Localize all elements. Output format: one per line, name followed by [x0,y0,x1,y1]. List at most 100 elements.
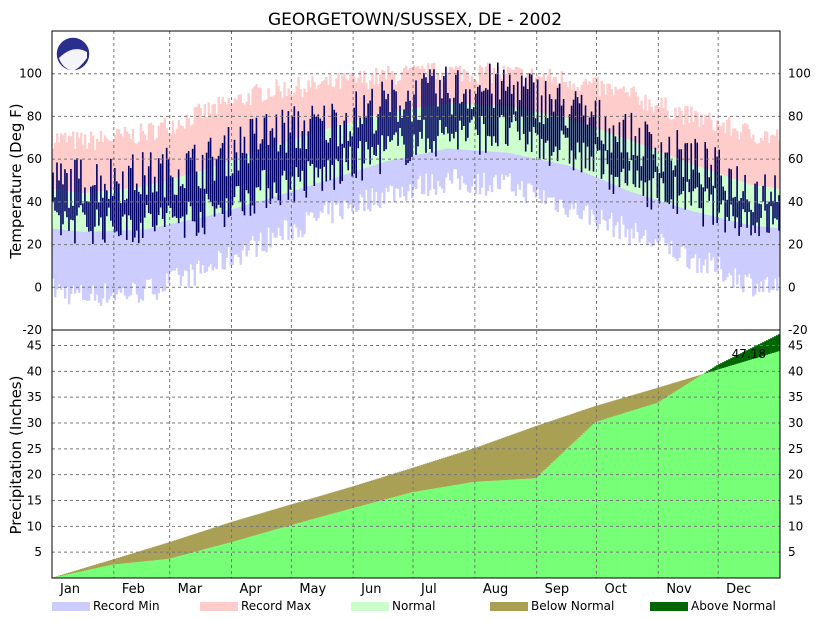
normal-precip-bar [351,508,354,578]
normal-precip-bar [231,541,234,578]
record-min-bar [724,219,727,281]
normal-precip-bar [652,404,655,578]
normal-bar [532,111,536,159]
record-max-bar [71,131,75,192]
record-min-bar [624,189,627,238]
normal-precip-bar [756,357,759,578]
above-normal-bar [744,351,747,362]
normal-precip-bar [405,493,408,578]
record-min-bar [245,205,248,257]
normal-precip-bar [401,494,404,578]
record-min-bar [558,163,562,200]
record-max-bar [85,148,89,193]
normal-precip-bar [466,482,470,578]
legend-label: Below Normal [531,599,614,613]
record-min-bar [458,149,462,190]
below-normal-bar [335,491,338,513]
record-max-bar [231,103,234,161]
observed-temp-bar [421,78,423,139]
normal-precip-bar [440,487,444,578]
observed-temp-bar [738,200,740,236]
above-normal-bar [740,353,743,363]
above-normal-bar [706,371,709,373]
record-min-bar [201,217,204,266]
normal-precip-bar [99,567,103,578]
above-normal-bar [746,350,749,361]
record-max-bar [664,97,667,154]
record-min-bar [556,163,560,213]
normal-precip-bar [620,413,623,578]
below-normal-bar [363,482,366,506]
record-min-bar [528,157,532,184]
record-min-bar [520,155,524,182]
record-min-bar [440,149,444,189]
below-normal-bar [514,433,518,480]
below-normal-bar [474,447,478,482]
normal-precip-bar [225,543,228,578]
observed-temp-bar [710,164,712,195]
observed-temp-bar [666,152,669,203]
observed-temp-bar [634,136,637,188]
normal-precip-bar [125,563,129,578]
record-min-bar [391,160,394,187]
below-normal-bar [187,535,191,554]
below-normal-bar [698,375,701,377]
normal-precip-bar [418,490,422,578]
above-normal-bar [756,345,759,358]
normal-precip-bar [742,361,745,578]
record-max-bar [397,80,400,111]
observed-temp-bar [371,88,373,147]
observed-temp-bar [110,158,112,221]
observed-temp-bar [469,89,471,123]
record-min-bar [215,213,218,270]
below-normal-bar [185,536,189,555]
below-normal-bar [456,453,460,485]
record-min-bar [105,230,109,303]
observed-temp-bar [572,99,575,171]
normal-precip-bar [706,372,709,578]
record-min-bar [686,209,689,268]
normal-precip-bar [119,563,123,578]
observed-temp-bar [564,125,567,138]
normal-precip-bar [472,481,476,578]
record-max-bar [105,138,109,191]
record-max-bar [492,67,496,106]
observed-temp-bar [580,94,583,173]
below-normal-bar [700,374,703,376]
record-min-bar [678,207,681,258]
record-max-bar [83,134,87,194]
record-min-bar [716,217,719,271]
observed-temp-bar [640,166,643,181]
observed-temp-bar [612,125,615,194]
record-min-bar [666,203,669,245]
record-min-bar [293,190,296,225]
below-normal-bar [440,458,444,488]
normal-precip-bar [331,513,334,578]
observed-temp-bar [417,119,419,147]
normal-precip-bar [273,529,276,578]
record-max-bar [518,68,522,109]
below-normal-bar [444,457,448,487]
record-min-bar [165,224,169,274]
observed-temp-bar [335,112,338,159]
below-normal-bar [137,551,141,562]
below-normal-bar [139,550,143,562]
record-min-bar [690,210,693,259]
observed-temp-bar [560,105,563,131]
normal-precip-bar [133,562,137,578]
below-normal-bar [347,487,350,510]
normal-precip-bar [588,427,591,578]
normal-precip-bar [97,567,101,578]
normal-precip-bar [428,489,432,578]
record-max-bar [53,142,57,190]
below-normal-bar [564,416,567,451]
record-min-bar [69,230,73,295]
observed-temp-bar [116,181,118,232]
above-normal-bar [778,334,781,352]
normal-precip-bar [560,453,563,578]
below-normal-bar [255,514,258,535]
observed-temp-bar [211,156,214,207]
observed-temp-bar [672,170,675,209]
record-min-bar [516,154,520,185]
normal-precip-bar [492,480,496,578]
